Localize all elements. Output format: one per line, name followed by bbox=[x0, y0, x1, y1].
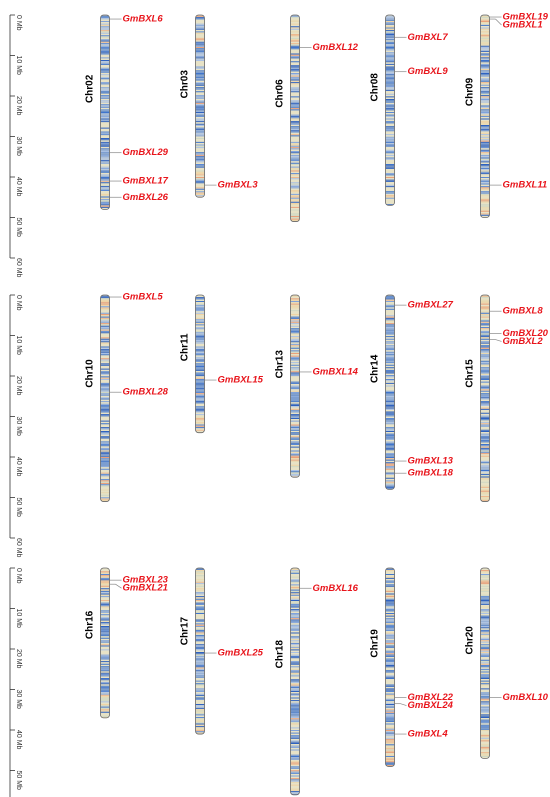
chromosome-outline bbox=[195, 567, 205, 735]
gene-label: GmBXL23 bbox=[123, 575, 169, 586]
chromosome-name: Chr19 bbox=[370, 629, 381, 658]
chromosome-name: Chr16 bbox=[85, 610, 96, 639]
gene-label: GmBXL15 bbox=[218, 375, 264, 386]
chromosome-name: Chr08 bbox=[370, 73, 381, 102]
chromosome-name: Chr17 bbox=[180, 616, 191, 645]
density-stripes bbox=[385, 295, 395, 490]
chromosome-outline bbox=[480, 294, 490, 502]
density-stripes bbox=[480, 568, 490, 757]
density-stripes bbox=[100, 15, 110, 208]
gene-connector bbox=[495, 18, 502, 26]
chromosome-name: Chr18 bbox=[275, 640, 286, 669]
gene-label: GmBXL3 bbox=[218, 180, 259, 191]
chromosome-name: Chr03 bbox=[180, 70, 191, 99]
ruler-tick-label: 0 Mb bbox=[15, 568, 22, 584]
gene-label: GmBXL13 bbox=[408, 456, 454, 467]
chromosome-name: Chr09 bbox=[465, 77, 476, 106]
gene-label: GmBXL11 bbox=[503, 180, 548, 191]
density-stripes bbox=[385, 15, 395, 206]
ruler-tick-label: 30 Mb bbox=[15, 137, 22, 157]
ruler-tick-label: 40 Mb bbox=[15, 177, 22, 197]
chromosome-outline bbox=[480, 567, 490, 759]
chromosome-outline bbox=[100, 14, 110, 210]
chromosome-name: Chr06 bbox=[275, 79, 286, 108]
ruler-tick-label: 20 Mb bbox=[15, 96, 22, 116]
gene-label: GmBXL2 bbox=[503, 336, 544, 347]
gene-label: GmBXL19 bbox=[503, 12, 549, 23]
ruler-tick-label: 40 Mb bbox=[15, 730, 22, 750]
ruler-tick-label: 50 Mb bbox=[15, 498, 22, 518]
ruler-tick-label: 0 Mb bbox=[15, 15, 22, 31]
ruler-tick-label: 0 Mb bbox=[15, 295, 22, 311]
chromosome-outline bbox=[100, 567, 110, 719]
gene-label: GmBXL7 bbox=[408, 32, 449, 43]
chromosome-outline bbox=[290, 567, 300, 796]
chromosome-outline bbox=[385, 294, 395, 490]
ruler-tick-label: 60 Mb bbox=[15, 258, 22, 278]
chromosome-outline bbox=[195, 14, 205, 198]
gene-label: GmBXL12 bbox=[313, 42, 359, 53]
gene-label: GmBXL18 bbox=[408, 468, 454, 479]
gene-label: GmBXL22 bbox=[408, 692, 454, 703]
chromosome-outline bbox=[290, 294, 300, 478]
ruler-tick-label: 30 Mb bbox=[15, 690, 22, 710]
density-stripes bbox=[100, 295, 110, 501]
ruler-tick-label: 10 Mb bbox=[15, 56, 22, 76]
gene-label: GmBXL17 bbox=[123, 176, 169, 187]
gene-label: GmBXL21 bbox=[123, 583, 168, 594]
ruler-tick-label: 20 Mb bbox=[15, 376, 22, 396]
gene-label: GmBXL9 bbox=[408, 66, 449, 77]
density-stripes bbox=[290, 568, 300, 795]
gene-label: GmBXL29 bbox=[123, 147, 169, 158]
ruler-tick-label: 50 Mb bbox=[15, 218, 22, 238]
chromosome-outline bbox=[100, 294, 110, 502]
gene-label: GmBXL10 bbox=[503, 692, 549, 703]
chromosome-outline bbox=[385, 14, 395, 206]
gene-label: GmBXL25 bbox=[218, 648, 264, 659]
gene-label: GmBXL5 bbox=[123, 292, 164, 303]
ruler-tick-label: 60 Mb bbox=[15, 538, 22, 558]
chromosome-outline bbox=[195, 294, 205, 434]
gene-connector bbox=[400, 703, 407, 706]
ruler-tick-label: 50 Mb bbox=[15, 771, 22, 791]
chromosome-name: Chr13 bbox=[275, 350, 286, 379]
density-stripes bbox=[480, 15, 490, 216]
density-stripes bbox=[290, 15, 300, 221]
density-stripes bbox=[290, 295, 300, 478]
ruler-tick-label: 20 Mb bbox=[15, 649, 22, 669]
chromosome-name: Chr11 bbox=[180, 333, 191, 361]
ruler-tick-label: 10 Mb bbox=[15, 609, 22, 629]
gene-label: GmBXL8 bbox=[503, 306, 544, 317]
chromosome-outline bbox=[480, 14, 490, 218]
gene-label: GmBXL14 bbox=[313, 366, 359, 377]
gene-label: GmBXL26 bbox=[123, 192, 169, 203]
chromosome-name: Chr14 bbox=[370, 354, 381, 383]
gene-label: GmBXL16 bbox=[313, 583, 359, 594]
density-stripes bbox=[195, 297, 205, 431]
ruler-tick-label: 30 Mb bbox=[15, 417, 22, 437]
density-stripes bbox=[385, 568, 395, 767]
density-stripes bbox=[100, 571, 110, 718]
density-stripes bbox=[480, 295, 490, 501]
gene-label: GmBXL1 bbox=[503, 20, 543, 31]
gene-label: GmBXL6 bbox=[123, 14, 164, 25]
chromosome-name: Chr15 bbox=[465, 359, 476, 388]
chromosome-name: Chr10 bbox=[85, 359, 96, 388]
ruler-tick-label: 10 Mb bbox=[15, 336, 22, 356]
gene-label: GmBXL27 bbox=[408, 300, 454, 311]
density-stripes bbox=[195, 568, 205, 734]
chromosome-name: Chr20 bbox=[465, 626, 476, 655]
gene-label: GmBXL28 bbox=[123, 387, 169, 398]
chromosome-outline bbox=[385, 567, 395, 767]
gene-connector bbox=[495, 339, 502, 342]
ruler-tick-label: 40 Mb bbox=[15, 457, 22, 477]
gene-connector bbox=[115, 583, 122, 589]
gene-label: GmBXL4 bbox=[408, 729, 449, 740]
gene-label: GmBXL24 bbox=[408, 700, 454, 711]
chromosome-outline bbox=[290, 14, 300, 222]
chromosome-name: Chr02 bbox=[85, 74, 96, 103]
density-stripes bbox=[195, 15, 205, 198]
gene-label: GmBXL20 bbox=[503, 328, 549, 339]
